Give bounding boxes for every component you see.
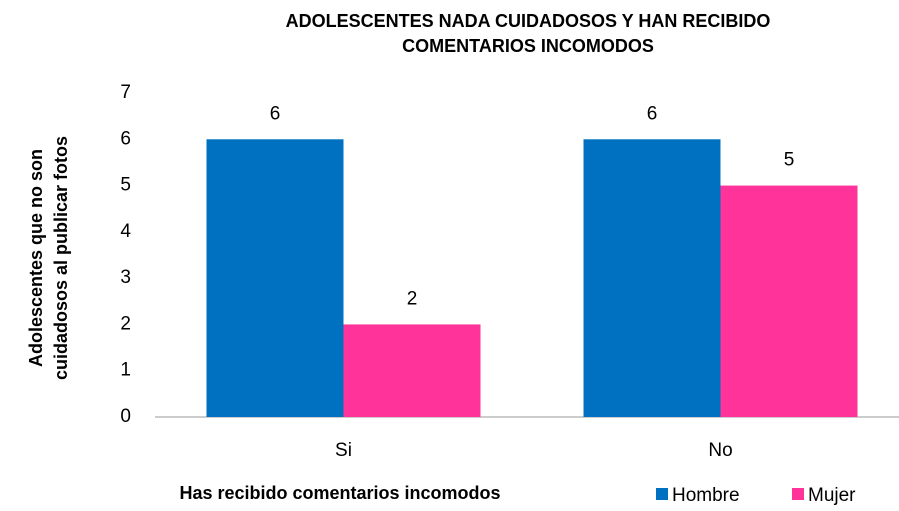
bar bbox=[583, 139, 721, 418]
y-tick-label: 0 bbox=[120, 406, 131, 427]
y-tick-label: 3 bbox=[120, 267, 131, 288]
y-tick-label: 4 bbox=[120, 221, 131, 242]
bar bbox=[720, 185, 858, 417]
x-axis-label: Has recibido comentarios incomodos bbox=[179, 483, 500, 503]
y-tick-label: 1 bbox=[120, 360, 131, 381]
bar bbox=[206, 139, 344, 418]
legend-swatch bbox=[656, 488, 668, 500]
y-tick-label: 6 bbox=[120, 128, 131, 149]
y-tick-label: 2 bbox=[120, 313, 131, 334]
legend-swatch bbox=[792, 488, 804, 500]
chart-title: COMENTARIOS INCOMODOS bbox=[402, 36, 654, 56]
legend-label: Hombre bbox=[672, 485, 740, 506]
bar bbox=[343, 324, 481, 417]
y-axis-label: cuidadosos al publicar fotos bbox=[51, 136, 71, 380]
y-tick-label: 7 bbox=[120, 82, 131, 103]
y-axis-label: Adolescentes que no son bbox=[26, 149, 46, 367]
data-label: 2 bbox=[407, 288, 418, 309]
x-tick-label: No bbox=[708, 440, 732, 461]
y-tick-label: 5 bbox=[120, 175, 131, 196]
data-label: 6 bbox=[647, 103, 658, 124]
chart-title: ADOLESCENTES NADA CUIDADOSOS Y HAN RECIB… bbox=[286, 11, 771, 31]
x-tick-label: Si bbox=[335, 440, 352, 461]
data-label: 5 bbox=[784, 150, 795, 171]
legend-label: Mujer bbox=[808, 485, 856, 506]
data-label: 6 bbox=[270, 103, 281, 124]
